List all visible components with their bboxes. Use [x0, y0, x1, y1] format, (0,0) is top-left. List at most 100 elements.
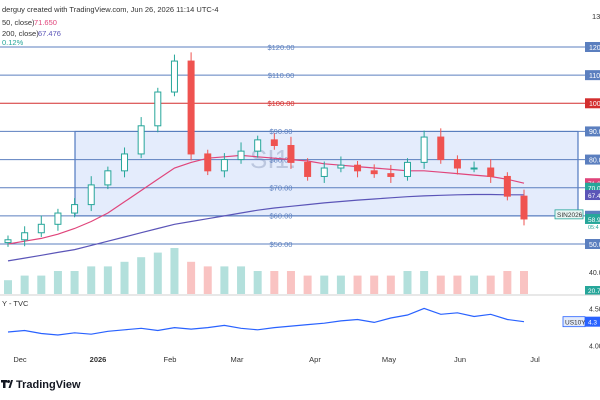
volume-bar [503, 271, 512, 294]
volume-bar [403, 271, 412, 294]
candle-body [154, 91, 162, 127]
candle-body [187, 60, 195, 155]
price-axis-tag [585, 126, 600, 137]
price-axis-tag-label: 80.0 [589, 157, 600, 164]
volume-bar [470, 275, 479, 294]
tradingview-logo: TradingView [1, 379, 81, 391]
sma200-legend-label: 200, close) [2, 29, 39, 38]
volume-bar [386, 275, 395, 294]
volume-bar [53, 271, 62, 294]
volume-bar [286, 271, 295, 294]
level-line-label: $110.00 [268, 71, 295, 80]
volume-tag-label: 20.7 [588, 288, 600, 295]
candle-body [4, 239, 12, 244]
change-label: 0.12% [2, 38, 24, 47]
tradingview-icon [1, 380, 13, 388]
volume-bar [120, 261, 129, 294]
volume-bar [336, 275, 345, 294]
level-line-label: $70.00 [270, 184, 293, 193]
volume-bar [370, 275, 379, 294]
sma200-legend-value: 67.476 [38, 29, 61, 38]
candle-body [137, 125, 145, 155]
candle-body [21, 232, 29, 241]
volume-bar [203, 266, 212, 294]
price-axis-tick: 130 [592, 12, 600, 21]
time-axis-tick: Jun [454, 355, 466, 364]
price-tag-label: 67.4 [588, 193, 600, 200]
candle-body [54, 212, 62, 225]
level-line-label: $80.00 [270, 155, 293, 164]
time-axis-tick: Dec [13, 355, 27, 364]
candle-body [437, 136, 445, 161]
candle-body [354, 164, 362, 172]
volume-bar [353, 275, 362, 294]
volume-bar [303, 275, 312, 294]
volume-bar [436, 275, 445, 294]
candle-body [387, 173, 395, 177]
price-tag [585, 182, 600, 193]
time-axis-tick: Apr [309, 355, 321, 364]
symbol-tag-label: SIN2026 [557, 212, 583, 219]
candle-body [470, 167, 478, 170]
volume-bar [220, 266, 229, 294]
candles [4, 52, 528, 247]
price-tag-countdown: 05:4 [588, 225, 599, 231]
volume-bar [187, 261, 196, 294]
candle-body [287, 145, 295, 163]
volume-bar [137, 257, 146, 294]
level-line-label: $60.00 [270, 212, 293, 221]
sma200-legend: 200, close) 67.476 [2, 29, 61, 38]
candle-body [304, 161, 312, 177]
level-lines: $120.00 120 $110.00 110 $100.00 100 $90.00 90.0… [0, 42, 600, 249]
price-tag [585, 190, 600, 201]
volume-bar [37, 275, 46, 294]
candle-body [503, 175, 511, 197]
candle-body [121, 153, 129, 172]
volume-bar [453, 275, 462, 294]
candle-body [254, 139, 262, 152]
price-tag-label: 58.9 [588, 217, 600, 224]
price-axis-tag [585, 239, 600, 249]
price-axis-tag [585, 98, 600, 109]
symbol-tag [554, 209, 584, 220]
sma50-legend-value: 71.650 [34, 18, 57, 27]
volume-bar [153, 252, 162, 294]
volume-bar [270, 271, 279, 294]
candle-body [320, 167, 328, 177]
price-axis-tag-label: 90.0 [589, 129, 600, 136]
volume-bar [237, 266, 246, 294]
yield-series-label: Y - TVC [2, 299, 29, 308]
price-axis-tag-label: 100 [589, 101, 600, 108]
volume-bar [70, 271, 79, 294]
price-axis-tag [585, 42, 600, 52]
price-axis-tag-label: 120 [589, 45, 600, 52]
sma200-line [7, 193, 524, 262]
sma50-legend: 50, close) 71.650 [2, 18, 57, 27]
time-axis-tick: May [382, 355, 396, 364]
candle-body [420, 136, 428, 163]
sma50-legend-label: 50, close) [2, 18, 35, 27]
us10y-value-tag-label: 4.3 [588, 319, 597, 326]
time-axis-tick: Feb [164, 355, 177, 364]
us10y-line [7, 307, 525, 336]
volume-bar [420, 271, 429, 294]
candle-body [487, 167, 495, 177]
sma50-line [7, 154, 525, 245]
candle-body [104, 170, 112, 186]
price-axis-tag-label: 50.0 [589, 242, 600, 249]
candle-body [270, 139, 278, 147]
volume-bar [87, 266, 96, 294]
us10y-symbol-tag-label: US10Y [565, 319, 586, 326]
level-line-label: $90.00 [270, 127, 293, 136]
chart-attribution: derguy created with TradingView.com, Jun… [2, 5, 219, 14]
price-axis-tag [585, 154, 600, 165]
price-tag [585, 213, 600, 224]
yield-axis-tick: 4.00 [589, 343, 600, 350]
candle-body [220, 159, 228, 172]
us10y-value-tag [585, 316, 600, 327]
volume-tag [585, 286, 600, 295]
price-axis-tag [585, 70, 600, 81]
